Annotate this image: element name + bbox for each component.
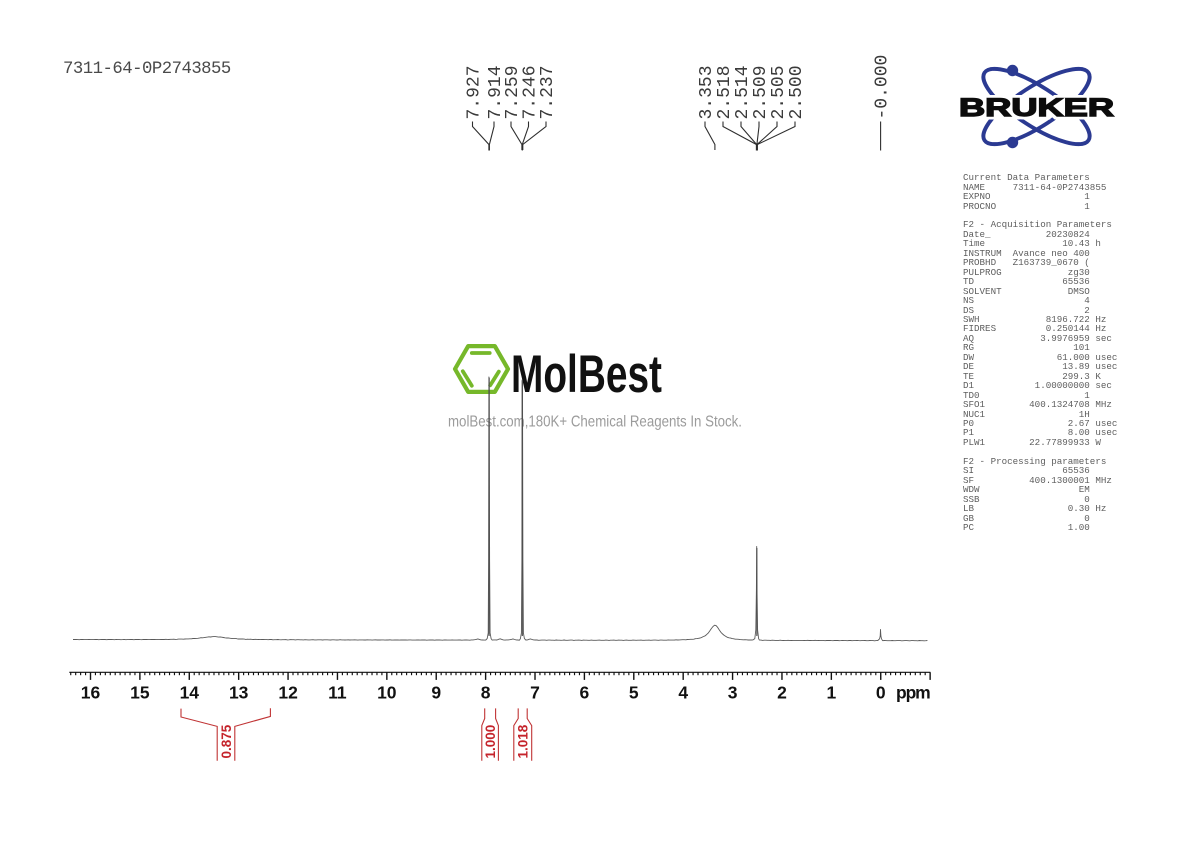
svg-text:7.259: 7.259	[503, 65, 523, 119]
svg-text:molBest.com,180K+ Chemical Rea: molBest.com,180K+ Chemical Reagents In S…	[448, 414, 742, 431]
svg-text:12: 12	[278, 683, 298, 703]
svg-text:2.509: 2.509	[751, 65, 771, 119]
svg-text:3.353: 3.353	[697, 65, 717, 119]
svg-text:-0.000: -0.000	[873, 55, 893, 120]
svg-text:7.237: 7.237	[538, 65, 558, 119]
svg-text:10: 10	[377, 683, 397, 703]
svg-text:7.246: 7.246	[521, 65, 541, 119]
svg-text:0.875: 0.875	[219, 724, 234, 758]
svg-text:7.927: 7.927	[465, 65, 485, 119]
svg-text:6: 6	[580, 683, 590, 703]
svg-text:1.000: 1.000	[483, 725, 498, 759]
svg-text:BRUKER: BRUKER	[959, 94, 1114, 122]
svg-text:9: 9	[431, 683, 441, 703]
svg-text:15: 15	[130, 683, 150, 703]
svg-text:16: 16	[81, 683, 101, 703]
svg-text:0: 0	[876, 683, 886, 703]
svg-text:7.914: 7.914	[486, 65, 506, 119]
svg-text:2.505: 2.505	[769, 65, 789, 119]
svg-text:8: 8	[481, 683, 491, 703]
svg-text:1: 1	[827, 683, 837, 703]
svg-text:7: 7	[530, 683, 540, 703]
svg-text:11: 11	[328, 683, 347, 703]
svg-text:5: 5	[629, 683, 639, 703]
svg-text:MolBest: MolBest	[511, 345, 662, 404]
svg-text:3: 3	[728, 683, 738, 703]
svg-text:2.518: 2.518	[715, 65, 735, 119]
svg-text:2: 2	[777, 683, 787, 703]
svg-text:1.018: 1.018	[516, 724, 531, 758]
svg-text:4: 4	[678, 683, 688, 703]
svg-text:2.500: 2.500	[787, 65, 807, 119]
svg-text:14: 14	[180, 683, 200, 703]
svg-text:BRUKER: BRUKER	[959, 94, 1114, 122]
svg-text:7311-64-0P2743855: 7311-64-0P2743855	[63, 60, 231, 79]
svg-text:2.514: 2.514	[733, 65, 753, 119]
svg-text:ppm: ppm	[896, 683, 930, 703]
svg-text:13: 13	[229, 683, 249, 703]
